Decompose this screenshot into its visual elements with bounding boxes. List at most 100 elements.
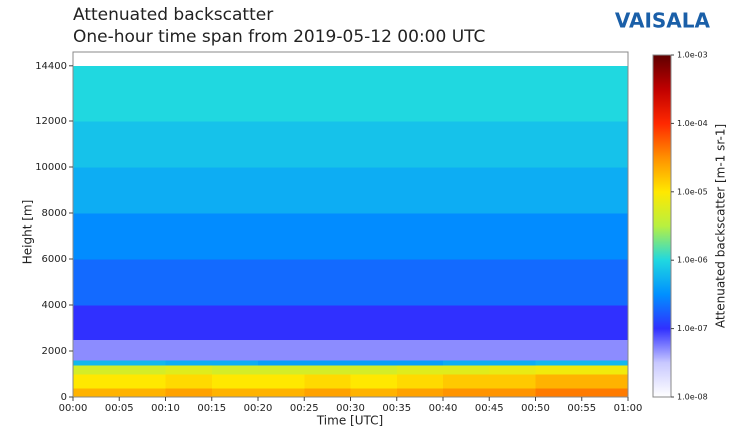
x-tick-label: 00:40 bbox=[429, 403, 458, 414]
x-tick-label: 00:55 bbox=[567, 403, 596, 414]
heatmap-cell bbox=[258, 365, 305, 375]
heatmap-cell bbox=[258, 360, 305, 365]
heatmap-cell bbox=[73, 365, 120, 375]
heatmap-cell bbox=[536, 340, 583, 361]
heatmap-cell bbox=[304, 374, 351, 388]
heatmap-cell bbox=[351, 340, 398, 361]
heatmap-cell bbox=[166, 259, 213, 306]
heatmap-cell bbox=[351, 388, 398, 398]
y-tick-label: 8000 bbox=[42, 208, 67, 219]
colorbar-tick-label: 1.0e-04 bbox=[677, 119, 708, 128]
heatmap-cell bbox=[212, 305, 259, 340]
heatmap-cell bbox=[304, 121, 351, 168]
heatmap-cell bbox=[304, 340, 351, 361]
heatmap-cell bbox=[212, 66, 259, 122]
heatmap-cell bbox=[258, 340, 305, 361]
heatmap-cell bbox=[443, 121, 490, 168]
y-tick-label: 12000 bbox=[35, 116, 67, 127]
heatmap-cell bbox=[397, 213, 444, 260]
heatmap-cell bbox=[443, 259, 490, 306]
heatmap-cell bbox=[351, 121, 398, 168]
heatmap-cell bbox=[166, 365, 213, 375]
y-axis-label: Height [m] bbox=[21, 200, 35, 265]
heatmap-cell bbox=[166, 305, 213, 340]
heatmap-cell bbox=[119, 388, 166, 398]
heatmap-cell bbox=[397, 340, 444, 361]
x-tick-label: 00:35 bbox=[382, 403, 411, 414]
heatmap-cell bbox=[582, 365, 629, 375]
heatmap-cell bbox=[536, 365, 583, 375]
heatmap-cell bbox=[536, 388, 583, 398]
heatmap-cell bbox=[489, 259, 536, 306]
heatmap-cell bbox=[119, 213, 166, 260]
heatmap-cell bbox=[489, 374, 536, 388]
heatmap-cell bbox=[304, 213, 351, 260]
x-axis-label: Time [UTC] bbox=[316, 414, 383, 428]
heatmap-cell bbox=[119, 365, 166, 375]
heatmap-cell bbox=[73, 360, 120, 365]
heatmap-cell bbox=[212, 259, 259, 306]
heatmap-cell bbox=[73, 305, 120, 340]
heatmap-cell bbox=[582, 388, 629, 398]
heatmap-cell bbox=[166, 360, 213, 365]
heatmap-cell bbox=[304, 259, 351, 306]
heatmap-cell bbox=[351, 167, 398, 214]
heatmap-cell bbox=[397, 66, 444, 122]
heatmap-cell bbox=[119, 305, 166, 340]
heatmap-cell bbox=[397, 305, 444, 340]
heatmap-cell bbox=[351, 365, 398, 375]
heatmap-cell bbox=[582, 305, 629, 340]
heatmap-cell bbox=[166, 66, 213, 122]
heatmap-cell bbox=[351, 305, 398, 340]
heatmap-cell bbox=[397, 365, 444, 375]
heatmap-cell bbox=[351, 213, 398, 260]
heatmap-cell bbox=[212, 213, 259, 260]
heatmap-cell bbox=[73, 374, 120, 388]
heatmap-cell bbox=[536, 213, 583, 260]
colorbar-tick-label: 1.0e-05 bbox=[677, 187, 708, 196]
heatmap-cell bbox=[304, 66, 351, 122]
heatmap-cell bbox=[443, 374, 490, 388]
heatmap-cell bbox=[119, 121, 166, 168]
heatmap-cell bbox=[119, 259, 166, 306]
heatmap-cell bbox=[582, 213, 629, 260]
heatmap-cell bbox=[258, 374, 305, 388]
heatmap-cell bbox=[443, 167, 490, 214]
heatmap-cell bbox=[73, 213, 120, 260]
heatmap-cell bbox=[397, 121, 444, 168]
y-tick-label: 0 bbox=[61, 392, 67, 403]
heatmap-cell bbox=[536, 305, 583, 340]
chart: Attenuated backscatter One-hour time spa… bbox=[0, 0, 735, 430]
heatmap-cell bbox=[489, 365, 536, 375]
heatmap-cell bbox=[212, 121, 259, 168]
heatmap-cell bbox=[443, 360, 490, 365]
colorbar-tick-label: 1.0e-06 bbox=[677, 256, 708, 265]
heatmap-cell bbox=[536, 121, 583, 168]
heatmap-cell bbox=[536, 360, 583, 365]
heatmap-cell bbox=[582, 360, 629, 365]
heatmap-cell bbox=[489, 121, 536, 168]
y-tick-label: 4000 bbox=[42, 300, 67, 311]
heatmap-cell bbox=[489, 305, 536, 340]
heatmap-cell bbox=[212, 340, 259, 361]
heatmap-cell bbox=[536, 66, 583, 122]
heatmap-cell bbox=[489, 213, 536, 260]
heatmap-cell bbox=[212, 388, 259, 398]
heatmap-cell bbox=[166, 167, 213, 214]
heatmap-cell bbox=[351, 259, 398, 306]
heatmap-cell bbox=[351, 374, 398, 388]
heatmap-cell bbox=[304, 388, 351, 398]
y-tick-label: 14400 bbox=[35, 61, 67, 72]
y-tick-label: 6000 bbox=[42, 254, 67, 265]
heatmap-cell bbox=[166, 340, 213, 361]
heatmap-cell bbox=[489, 66, 536, 122]
heatmap-cell bbox=[443, 66, 490, 122]
heatmap-cell bbox=[489, 167, 536, 214]
heatmap-cell bbox=[258, 167, 305, 214]
heatmap-cell bbox=[73, 259, 120, 306]
x-tick-label: 00:10 bbox=[151, 403, 180, 414]
x-tick-label: 00:45 bbox=[475, 403, 504, 414]
heatmap-cell bbox=[397, 374, 444, 388]
chart-title: Attenuated backscatter bbox=[73, 5, 273, 25]
heatmap-cell bbox=[258, 388, 305, 398]
